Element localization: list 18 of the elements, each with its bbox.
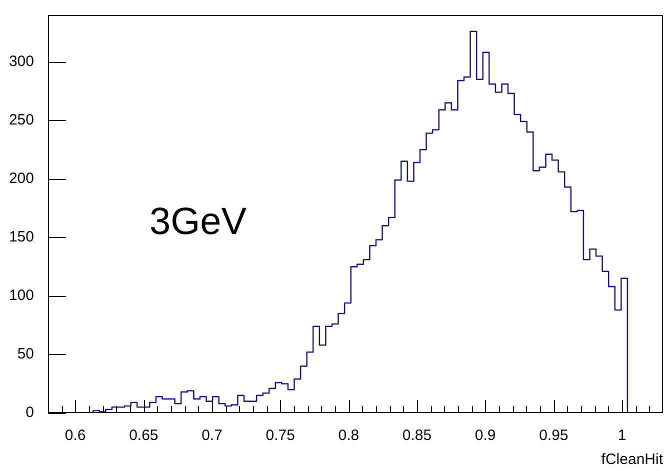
annotation: 3GeV [149, 200, 248, 243]
y-tick-label: 250 [8, 111, 34, 128]
y-tick-label: 100 [8, 287, 34, 304]
x-tick-label: 0.6 [64, 427, 86, 444]
x-tick-label: 0.9 [474, 427, 496, 444]
x-tick-label: 0.65 [129, 427, 158, 444]
x-axis-title: fCleanHit [601, 451, 664, 468]
x-tick-label: 0.8 [338, 427, 360, 444]
y-tick-label: 0 [26, 404, 34, 422]
y-tick-label: 150 [8, 228, 34, 246]
y-tick-label: 50 [17, 346, 34, 363]
y-tick-label: 300 [8, 52, 34, 70]
x-tick-label: 0.7 [202, 427, 222, 444]
x-tick-label: 0.75 [266, 427, 295, 444]
x-tick-label: 0.85 [402, 427, 432, 444]
x-tick-label: 1 [618, 427, 626, 444]
x-tick-label: 0.95 [539, 427, 568, 444]
y-tick-label: 200 [8, 170, 34, 188]
